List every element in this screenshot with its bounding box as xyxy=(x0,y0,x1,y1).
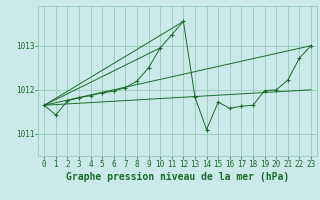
X-axis label: Graphe pression niveau de la mer (hPa): Graphe pression niveau de la mer (hPa) xyxy=(66,172,289,182)
